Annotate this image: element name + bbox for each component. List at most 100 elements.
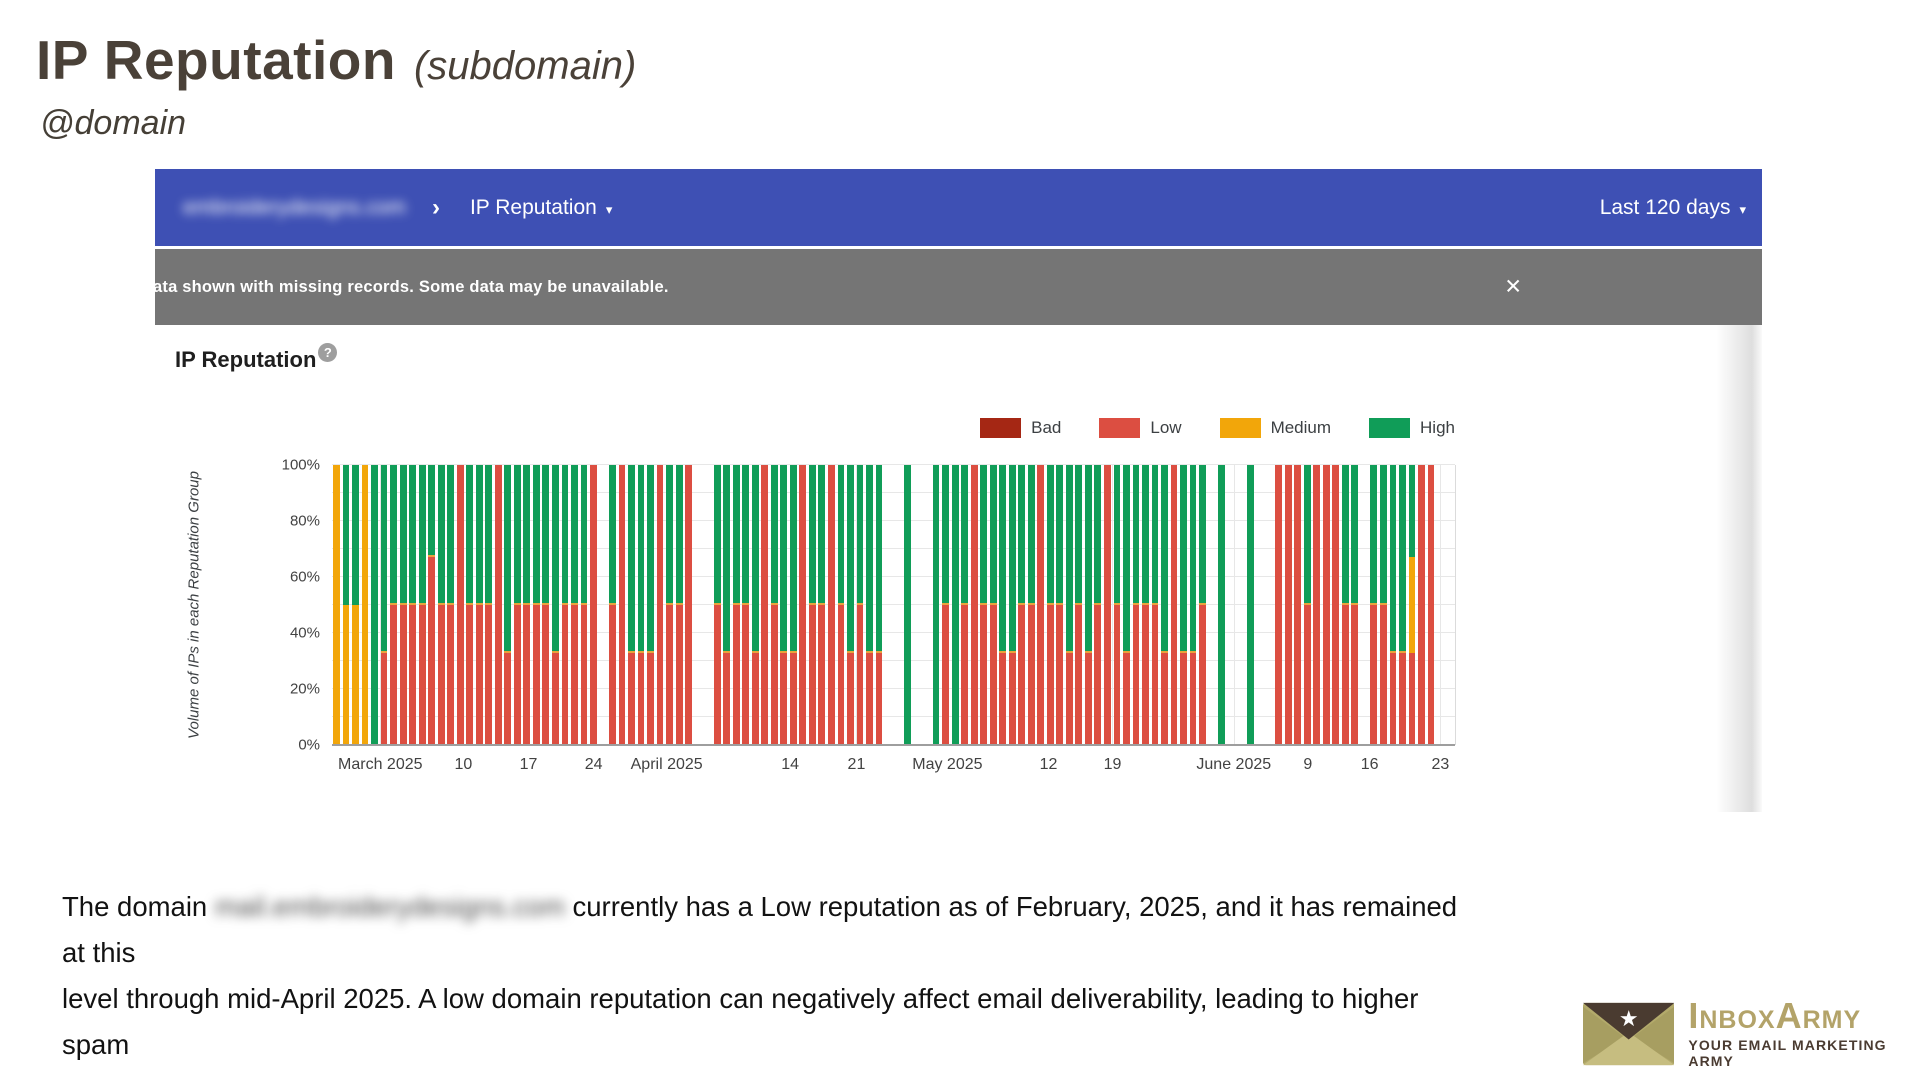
- bar-segment-high: [1056, 465, 1064, 605]
- report-selector[interactable]: IP Reputation ▾: [470, 196, 612, 220]
- bar: [437, 465, 445, 745]
- bar-segment-low: [1332, 465, 1340, 745]
- plot: Volume of IPs in each Reputation Group 0…: [186, 457, 1456, 773]
- bar-segment-high: [371, 465, 378, 745]
- bar-segment-low: [799, 465, 807, 745]
- bar-segment-high: [475, 465, 483, 605]
- bar-segment-low: [428, 557, 436, 745]
- bar: [732, 465, 740, 745]
- bar-segment-high: [1399, 465, 1406, 653]
- bar: [1294, 465, 1302, 745]
- bar-segment-high: [523, 465, 531, 605]
- bar-segment-high: [447, 465, 455, 605]
- bar: [352, 465, 359, 745]
- bar: [637, 465, 645, 745]
- bar-segment-medium: [1408, 557, 1416, 653]
- bar: [561, 465, 569, 745]
- bar-segment-high: [1142, 465, 1149, 605]
- date-range-selector[interactable]: Last 120 days ▾: [1600, 196, 1746, 220]
- close-icon[interactable]: ✕: [1504, 275, 1522, 299]
- bar-segment-low: [1065, 652, 1073, 745]
- legend-item: Low: [1099, 418, 1182, 438]
- x-tick-label: June 2025: [1196, 756, 1272, 773]
- postmaster-toolbar: embroiderydesigns.com › IP Reputation ▾ …: [155, 169, 1762, 246]
- bar-segment-low: [875, 652, 883, 745]
- bar: [523, 465, 531, 745]
- bar: [1389, 465, 1397, 745]
- chart-title-row: IP Reputation ?: [175, 343, 338, 373]
- bar-segment-high: [866, 465, 873, 653]
- bar-segment-low: [1132, 605, 1140, 745]
- bar: [1199, 465, 1206, 745]
- bar-segment-high: [856, 465, 864, 605]
- bar: [456, 465, 464, 745]
- y-axis-title: Volume of IPs in each Reputation Group: [185, 471, 203, 739]
- bar: [970, 465, 978, 745]
- x-tick-label: 19: [1103, 756, 1122, 773]
- legend-swatch: [1219, 418, 1261, 438]
- bar: [742, 465, 750, 745]
- bar-segment-high: [504, 465, 512, 653]
- bar: [532, 465, 540, 745]
- bar-segment-low: [542, 605, 550, 745]
- bar: [837, 465, 845, 745]
- bar-segment-low: [418, 605, 426, 745]
- bar-segment-high: [875, 465, 883, 653]
- bar: [552, 465, 559, 745]
- bar: [1189, 465, 1197, 745]
- summary-domain-blurred: mail.embroiderydesigns.com: [214, 891, 565, 922]
- bar: [1303, 465, 1311, 745]
- bar-segment-high: [818, 465, 826, 605]
- bar: [1123, 465, 1130, 745]
- bar-segment-low: [1027, 605, 1035, 745]
- bar-segment-low: [761, 465, 769, 745]
- bar-segment-high: [951, 465, 959, 745]
- bar: [590, 465, 597, 745]
- domain-selector[interactable]: embroiderydesigns.com: [183, 195, 406, 219]
- star-icon: ★: [1619, 1005, 1639, 1030]
- bar-segment-high: [989, 465, 997, 605]
- gridline: [332, 688, 1455, 689]
- bar-segment-low: [866, 652, 873, 745]
- bar: [818, 465, 826, 745]
- legend-label: High: [1420, 418, 1455, 437]
- bar-segment-high: [1027, 465, 1035, 605]
- bar-segment-high: [999, 465, 1007, 653]
- bar-segment-high: [1161, 465, 1168, 653]
- date-range-label: Last 120 days: [1599, 195, 1731, 219]
- bar-segment-high: [1132, 465, 1140, 605]
- envelope-icon: ★: [1583, 1002, 1675, 1065]
- bar: [333, 465, 340, 745]
- x-tick-label: May 2025: [912, 756, 983, 773]
- bar-segment-low: [637, 652, 645, 745]
- bar-segment-low: [561, 605, 569, 745]
- bar: [713, 465, 721, 745]
- bar-segment-high: [751, 465, 759, 653]
- logo-tagline: YOUR EMAIL MARKETING ARMY: [1688, 1037, 1887, 1069]
- legend-item: Medium: [1219, 418, 1331, 438]
- gridline: [332, 548, 1455, 549]
- bar-segment-low: [770, 605, 778, 745]
- notification-banner: ata shown with missing records. Some dat…: [155, 249, 1762, 325]
- page-title-suffix: (subdomain): [413, 44, 637, 88]
- bar-segment-low: [1189, 652, 1197, 745]
- bar: [1408, 465, 1416, 745]
- bar-segment-low: [532, 605, 540, 745]
- bar-segment-high: [675, 465, 683, 605]
- bar-segment-high: [666, 465, 673, 605]
- help-icon[interactable]: ?: [318, 343, 338, 362]
- bar-segment-low: [523, 605, 531, 745]
- gridline: [1369, 465, 1371, 745]
- bar-segment-high: [1341, 465, 1349, 605]
- bar: [1170, 465, 1178, 745]
- bar: [1075, 465, 1083, 745]
- bar-segment-high: [1408, 465, 1416, 558]
- bar: [1046, 465, 1054, 745]
- bar: [428, 465, 436, 745]
- bar-segment-high: [637, 465, 645, 653]
- bar-segment-low: [1427, 465, 1435, 745]
- bar: [1084, 465, 1092, 745]
- bar-segment-low: [1008, 652, 1016, 745]
- bar-segment-low: [675, 605, 683, 745]
